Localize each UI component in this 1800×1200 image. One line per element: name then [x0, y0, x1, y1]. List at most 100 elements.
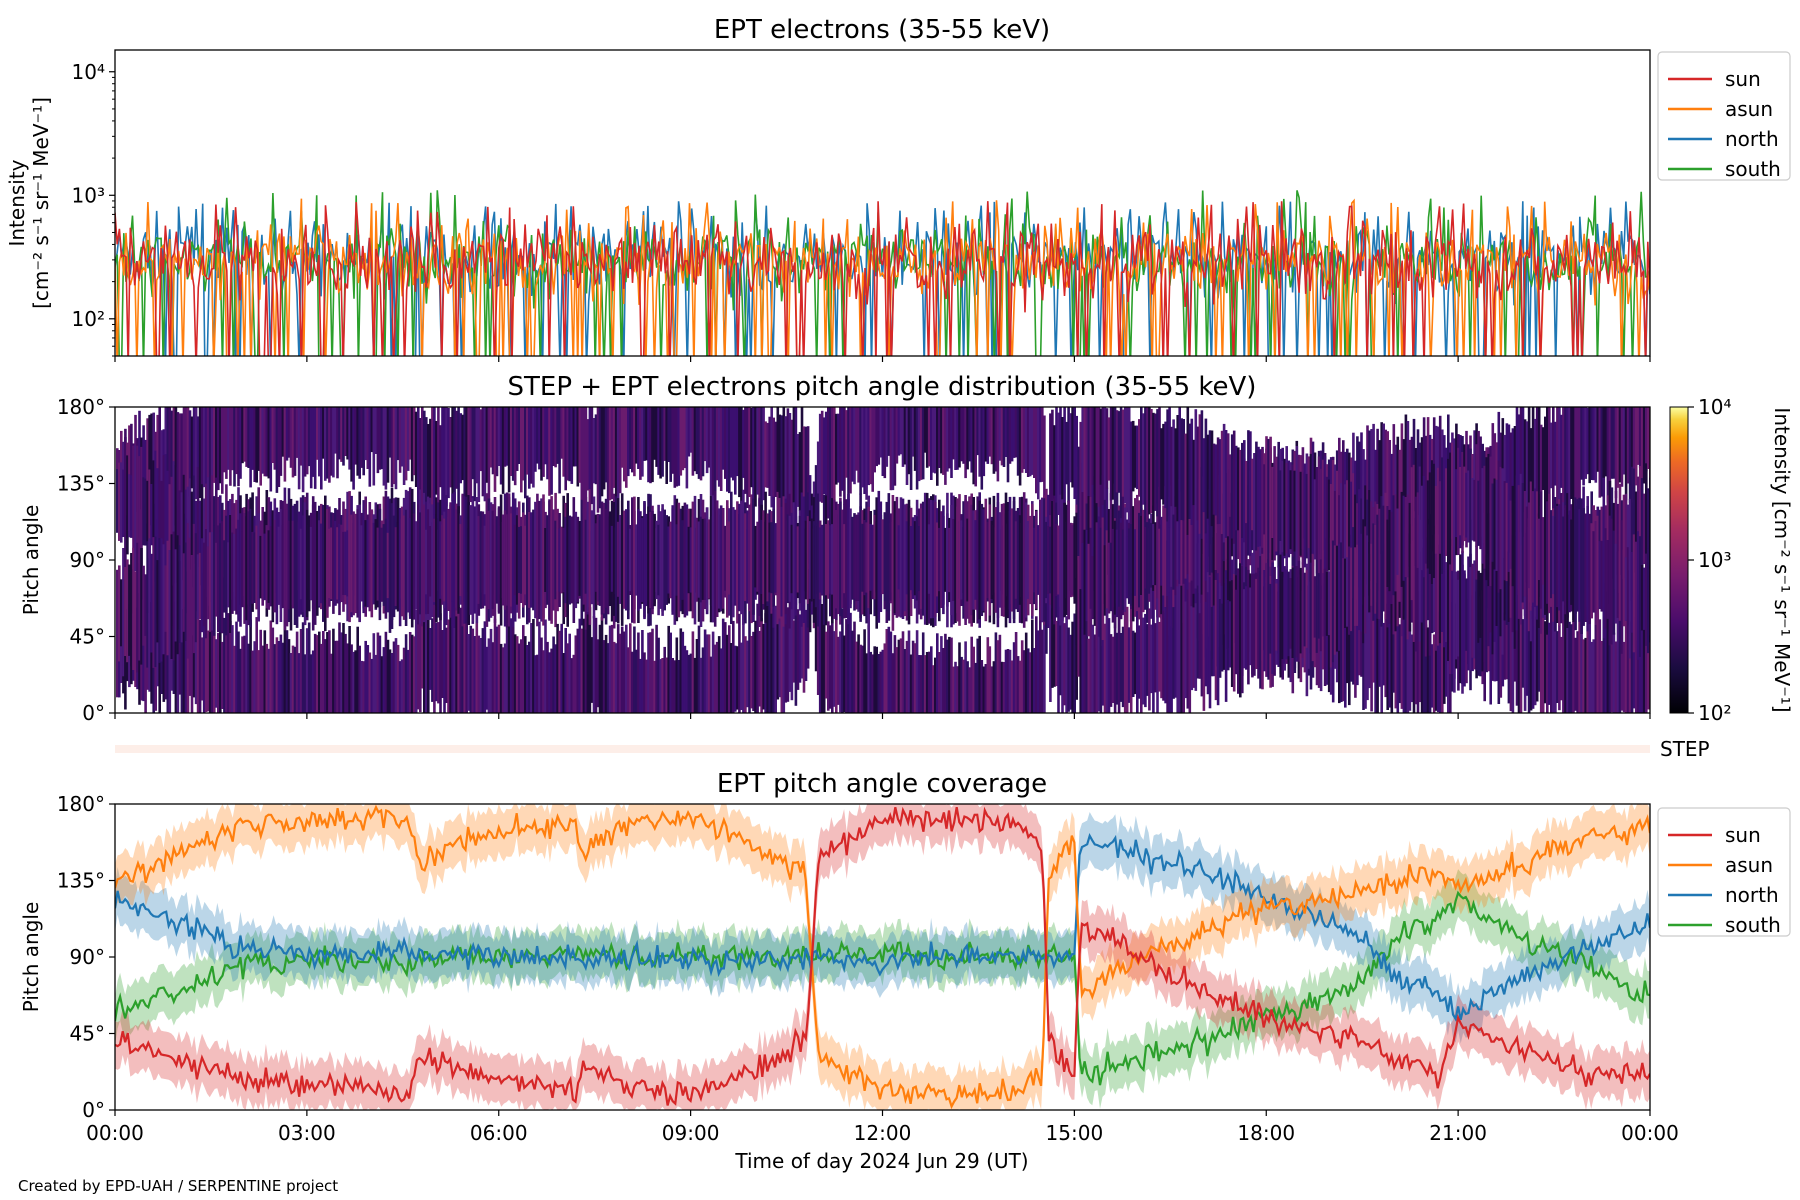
heatmap-cell [784, 503, 788, 615]
heatmap-cell [208, 605, 212, 713]
heatmap-cell [435, 421, 438, 495]
heatmap-cell [259, 407, 262, 486]
heatmap-cell [560, 623, 563, 713]
heatmap-cell [1473, 479, 1476, 542]
legend-label-asun: asun [1725, 97, 1773, 121]
heatmap-cell [796, 434, 800, 507]
heatmap-cell [639, 658, 642, 713]
heatmap-cell [1546, 501, 1549, 604]
heatmap-cell [946, 407, 949, 472]
heatmap-cell [350, 514, 353, 613]
heatmap-cell [762, 407, 765, 501]
heatmap-cell [1150, 624, 1153, 694]
heatmap-cell [726, 500, 729, 617]
heatmap-cell [1420, 437, 1424, 520]
heatmap-cell [423, 504, 426, 621]
heatmap-cell [202, 407, 206, 488]
heatmap-cell [1453, 546, 1456, 679]
heatmap-cell [1022, 407, 1026, 470]
panel-a-ylabel-line1: Intensity [5, 159, 29, 246]
heatmap-cell [515, 636, 519, 713]
heatmap-cell [1140, 595, 1143, 713]
heatmap-cell [423, 410, 426, 518]
heatmap-cell [1606, 407, 1610, 503]
heatmap-cell [1204, 601, 1208, 687]
heatmap-cell [451, 518, 454, 602]
heatmap-cell [1020, 496, 1024, 624]
heatmap-cell [297, 511, 301, 617]
heatmap-cell [1546, 407, 1549, 518]
heatmap-cell [172, 461, 176, 586]
heatmap-cell [911, 407, 915, 457]
heatmap-cell [663, 646, 666, 713]
heatmap-cell [1608, 407, 1612, 496]
heatmap-cell [1291, 567, 1295, 658]
heatmap-cell [921, 632, 925, 713]
heatmap-cell [1624, 407, 1628, 501]
heatmap-cell [881, 519, 885, 595]
heatmap-cell [170, 534, 174, 659]
heatmap-cell [800, 616, 804, 679]
heatmap-cell [1475, 545, 1478, 671]
heatmap-cell [493, 618, 497, 713]
heatmap-cell [1350, 481, 1353, 588]
heatmap-cell [1335, 470, 1339, 587]
heatmap-cell [1618, 617, 1622, 713]
heatmap-cell [1303, 463, 1307, 568]
heatmap-cell [1580, 612, 1583, 713]
heatmap-cell [1136, 611, 1139, 713]
heatmap-cell [445, 407, 448, 507]
heatmap-cell [873, 407, 876, 473]
heatmap-cell [1418, 466, 1422, 592]
heatmap-cell [320, 523, 323, 604]
heatmap-cell [851, 516, 854, 600]
heatmap-cell [925, 652, 929, 713]
heatmap-cell [1097, 407, 1101, 507]
heatmap-cell [1093, 407, 1097, 495]
heatmap-cell [202, 498, 206, 573]
heatmap-cell [558, 630, 561, 713]
heatmap-cell [257, 513, 260, 622]
heatmap-cell [873, 515, 876, 600]
heatmap-cell [1012, 407, 1016, 458]
heatmap-cell [376, 407, 380, 474]
heatmap-cell [988, 407, 992, 457]
heatmap-cell [780, 600, 784, 713]
heatmap-cell [477, 635, 481, 713]
heatmap-cell [548, 407, 551, 496]
heatmap-cell [1451, 546, 1454, 675]
heatmap-cell [1501, 526, 1505, 655]
heatmap-cell [1008, 496, 1012, 624]
heatmap-cell [517, 643, 521, 713]
heatmap-cell [990, 407, 994, 465]
heatmap-cell [806, 591, 810, 669]
heatmap-cell [1612, 530, 1616, 635]
heatmap-cell [1111, 636, 1115, 703]
heatmap-cell [1204, 486, 1208, 581]
heatmap-cell [221, 521, 224, 634]
heatmap-cell [1400, 423, 1404, 542]
heatmap-cell [388, 649, 392, 713]
heatmap-cell [1053, 425, 1056, 514]
heatmap-cell [588, 607, 592, 713]
heatmap-cell [1164, 607, 1167, 704]
heatmap-cell [1356, 503, 1359, 572]
heatmap-cell [1527, 502, 1531, 589]
heatmap-cell [243, 513, 246, 624]
heatmap-cell [568, 407, 571, 482]
heatmap-cell [1222, 603, 1226, 670]
heatmap-cell [453, 607, 456, 713]
heatmap-cell [419, 512, 422, 615]
heatmap-cell [1087, 543, 1091, 637]
heatmap-cell [1632, 468, 1636, 598]
heatmap-cell [602, 502, 606, 614]
heatmap-cell [150, 553, 153, 653]
heatmap-cell [1558, 407, 1561, 504]
heatmap-cell [457, 506, 460, 614]
heatmap-cell [1291, 464, 1295, 557]
heatmap-cell [990, 520, 994, 599]
heatmap-cell [1356, 544, 1359, 626]
heatmap-cell [1404, 497, 1408, 578]
heatmap-cell [732, 407, 735, 481]
heatmap-cell [804, 528, 808, 592]
